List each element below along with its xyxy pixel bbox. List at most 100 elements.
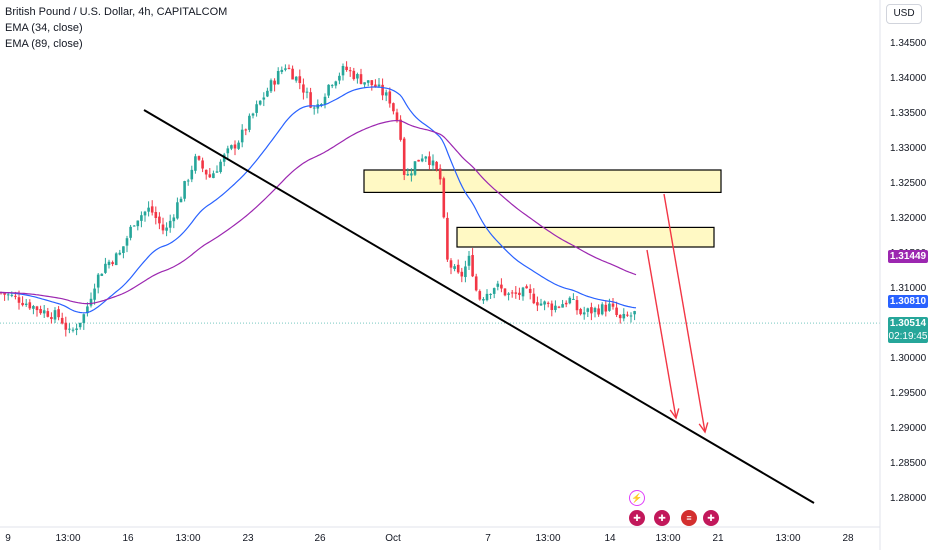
y-tick-label: 1.29500 (890, 388, 927, 399)
candle-body (312, 107, 316, 109)
candle-body (406, 174, 410, 176)
candle-body (528, 288, 532, 293)
flag-gb-icon[interactable]: ✚ (703, 510, 719, 526)
zones (363, 169, 722, 248)
candle-body (46, 311, 50, 317)
candle-body (122, 246, 125, 253)
candle-body (568, 297, 572, 304)
candle-body (82, 314, 86, 323)
candle-body (575, 300, 579, 311)
candle-body (158, 216, 161, 224)
y-tick-label: 1.34000 (890, 73, 927, 84)
candle-body (176, 202, 179, 219)
candle-body (89, 298, 93, 306)
candle-body (356, 74, 359, 79)
candle-body (395, 112, 399, 121)
ema89-legend[interactable]: EMA (89, close) (5, 38, 83, 50)
candle-body (626, 314, 629, 316)
candle-body (269, 80, 273, 92)
candle-body (489, 293, 492, 295)
supply-zone (456, 226, 715, 248)
candle-body (161, 224, 165, 231)
y-tick-label: 1.30000 (890, 353, 927, 364)
candle-body (140, 215, 143, 221)
candle-body (608, 303, 611, 311)
candle-body (456, 264, 460, 273)
x-tick-label: 26 (314, 533, 326, 544)
candle-body (78, 322, 82, 328)
candle-body (507, 293, 510, 295)
candle-body (327, 84, 330, 96)
x-tick-label: 14 (604, 533, 616, 544)
candle-body (6, 294, 10, 296)
candle-body (251, 113, 255, 116)
candle-body (107, 261, 111, 266)
candle-body (503, 288, 507, 296)
candle-body (14, 295, 17, 297)
candle-body (330, 85, 334, 87)
down-arrow-head (669, 408, 680, 420)
candle-body (514, 292, 518, 294)
candle-body (75, 328, 78, 330)
candle-body (521, 287, 525, 297)
down-arrow-head (698, 422, 709, 434)
candle-body (17, 297, 21, 303)
x-tick-label: 7 (485, 533, 491, 544)
candle-body (338, 75, 341, 81)
candle-body (424, 156, 428, 159)
candle-body (305, 91, 309, 93)
candle-body (208, 174, 212, 178)
flag-gb-icon[interactable]: ✚ (654, 510, 670, 526)
candle-body (35, 306, 39, 311)
candle-body (471, 255, 474, 277)
candle-body (237, 142, 240, 149)
candle-body (219, 161, 222, 172)
x-tick-label: Oct (385, 533, 401, 544)
candle-body (381, 84, 384, 96)
candle-body (352, 70, 356, 80)
last-price-tag: 1.30514 (888, 317, 928, 330)
candle-body (60, 317, 64, 324)
candle-body (86, 306, 89, 314)
candle-body (492, 288, 496, 294)
ema34-line (0, 86, 637, 314)
candle-body (125, 238, 129, 246)
candle-body (172, 217, 176, 222)
candle-body (449, 260, 453, 268)
candle-body (143, 211, 147, 216)
candle-body (384, 92, 388, 96)
candle-body (597, 308, 600, 315)
lightning-icon[interactable]: ⚡ (629, 490, 645, 506)
currency-button[interactable]: USD (886, 4, 922, 24)
candle-body (334, 81, 338, 86)
candle-body (518, 292, 521, 295)
candle-body (453, 266, 456, 270)
flag-us-icon[interactable]: ≡ (681, 510, 697, 526)
candle-body (374, 84, 377, 88)
candle-body (435, 161, 438, 170)
y-tick-label: 1.28500 (890, 458, 927, 469)
candle-body (633, 311, 636, 315)
candle-body (543, 301, 546, 305)
x-tick-label: 13:00 (655, 533, 681, 544)
symbol-title: British Pound / U.S. Dollar, 4h, CAPITAL… (5, 6, 228, 18)
candle-body (420, 158, 424, 162)
candle-body (611, 303, 615, 307)
candle-body (154, 211, 158, 218)
candle-body (93, 288, 96, 300)
candle-body (255, 104, 258, 113)
x-tick-label: 23 (242, 533, 254, 544)
candle-body (276, 70, 280, 85)
candle-body (111, 262, 114, 265)
ema34-legend[interactable]: EMA (34, close) (5, 22, 83, 34)
candle-body (525, 286, 528, 289)
candle-body (438, 168, 442, 180)
candle-body (392, 103, 395, 112)
candle-body (226, 148, 230, 154)
candle-body (104, 263, 107, 273)
flag-gb-icon[interactable]: ✚ (629, 510, 645, 526)
x-tick-label: 21 (712, 533, 724, 544)
candle-body (359, 74, 363, 84)
